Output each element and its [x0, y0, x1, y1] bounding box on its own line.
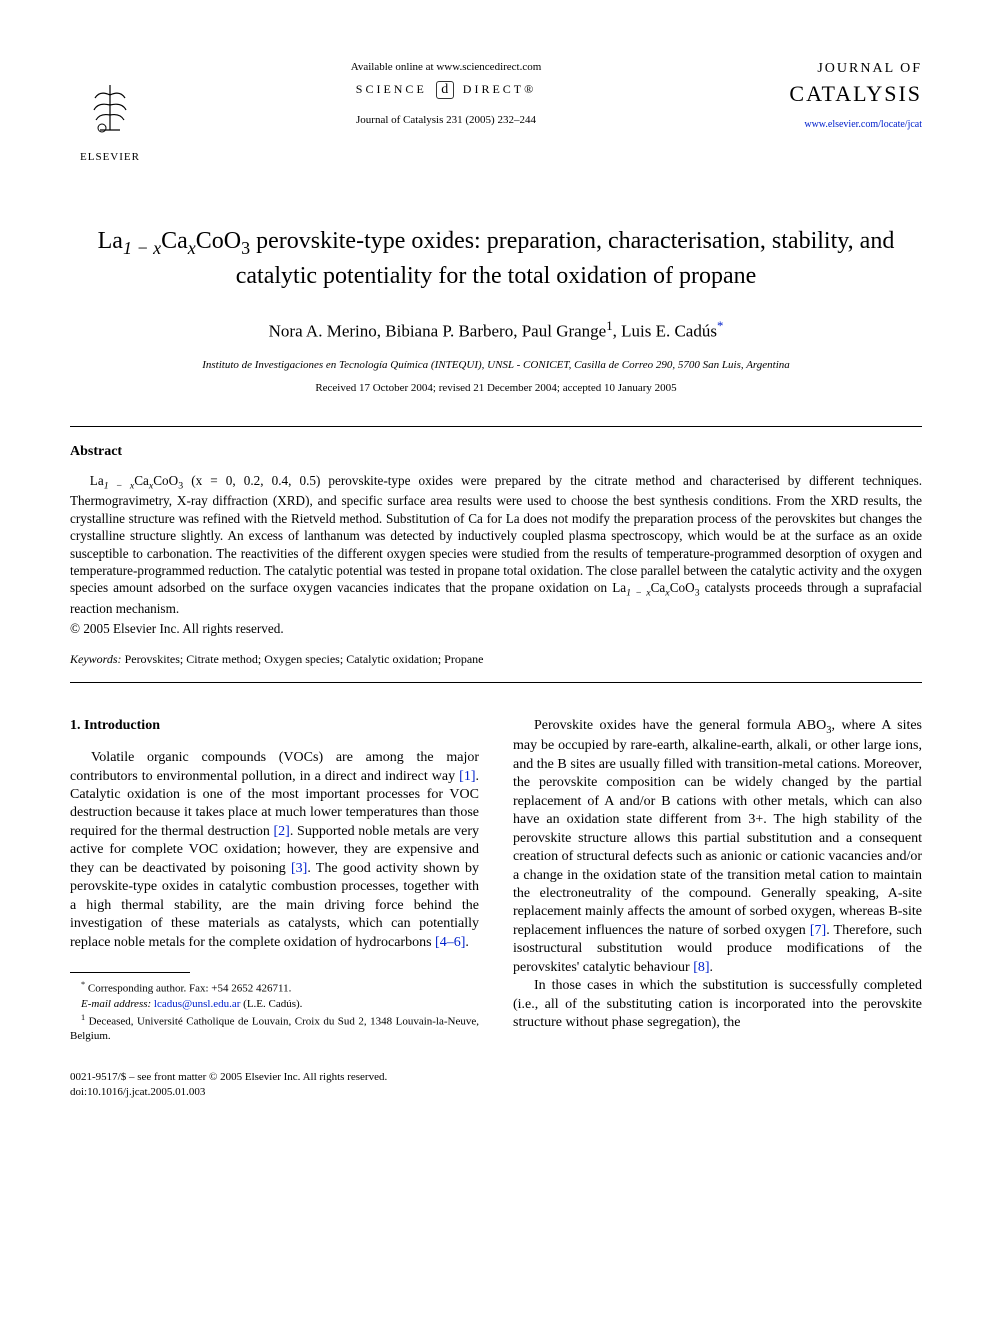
- body-text: .: [710, 960, 714, 975]
- author: Nora A. Merino: [269, 322, 377, 341]
- body-text: Perovskite oxides have the general formu…: [534, 718, 826, 733]
- body-paragraph: In those cases in which the substitution…: [513, 977, 922, 1032]
- abstract-text: CoO: [670, 580, 695, 595]
- abstract-body: La1 − xCaxCoO3 (x = 0, 0.2, 0.4, 0.5) pe…: [70, 472, 922, 618]
- left-column: 1. Introduction Volatile organic compoun…: [70, 717, 479, 1044]
- journal-name: CATALYSIS: [742, 79, 922, 109]
- abstract-sub: 1 − x: [104, 480, 135, 491]
- reference-link[interactable]: [8]: [693, 960, 709, 975]
- abstract-text: Ca: [134, 473, 149, 488]
- page-header: ELSEVIER Available online at www.science…: [70, 60, 922, 170]
- body-text: , where A sites may be occupied by rare-…: [513, 718, 922, 938]
- author: Bibiana P. Barbero: [385, 322, 513, 341]
- abstract-section: Abstract La1 − xCaxCoO3 (x = 0, 0.2, 0.4…: [70, 443, 922, 668]
- title-part: Ca: [161, 228, 188, 254]
- footnote-text: Corresponding author. Fax: +54 2652 4267…: [85, 983, 291, 995]
- reference-link[interactable]: [4–6]: [435, 935, 465, 950]
- sd-right: DIRECT®: [463, 82, 536, 96]
- body-text: Volatile organic compounds (VOCs) are am…: [70, 750, 479, 783]
- title-sub: 3: [241, 238, 250, 258]
- footnotes: * Corresponding author. Fax: +54 2652 42…: [70, 979, 479, 1044]
- article-title: La1 − xCaxCoO3 perovskite-type oxides: p…: [70, 225, 922, 292]
- abstract-text: Ca: [651, 580, 666, 595]
- sd-icon: d: [436, 81, 454, 99]
- abstract-heading: Abstract: [70, 443, 922, 462]
- affiliation: Instituto de Investigaciones en Tecnolog…: [70, 358, 922, 373]
- intro-heading: 1. Introduction: [70, 717, 479, 735]
- abstract-text: La: [90, 473, 104, 488]
- title-part: La: [98, 228, 123, 254]
- publisher-name: ELSEVIER: [70, 150, 150, 165]
- right-column: Perovskite oxides have the general formu…: [513, 717, 922, 1044]
- reference-link[interactable]: [7]: [810, 923, 826, 938]
- body-columns: 1. Introduction Volatile organic compoun…: [70, 717, 922, 1044]
- title-sub: x: [188, 238, 196, 258]
- keywords-line: Keywords: Perovskites; Citrate method; O…: [70, 651, 922, 667]
- authors-line: Nora A. Merino, Bibiana P. Barbero, Paul…: [70, 318, 922, 344]
- email-link[interactable]: lcadus@unsl.edu.ar: [151, 998, 240, 1010]
- author: Paul Grange: [522, 322, 607, 341]
- page-footer: 0021-9517/$ – see front matter © 2005 El…: [70, 1070, 922, 1100]
- journal-logo-block: JOURNAL OF CATALYSIS www.elsevier.com/lo…: [742, 60, 922, 133]
- author-sup: 1: [606, 319, 612, 333]
- journal-of-text: JOURNAL OF: [742, 60, 922, 79]
- divider: [70, 426, 922, 427]
- title-part: CoO: [196, 228, 241, 254]
- title-block: La1 − xCaxCoO3 perovskite-type oxides: p…: [70, 225, 922, 396]
- sd-left: SCIENCE: [356, 82, 427, 96]
- reference-link[interactable]: [3]: [291, 861, 307, 876]
- keywords-text: Perovskites; Citrate method; Oxygen spec…: [122, 652, 484, 666]
- elsevier-tree-icon: [70, 80, 150, 148]
- body-text: .: [465, 935, 469, 950]
- author: Luis E. Cadús: [621, 322, 717, 341]
- header-center: Available online at www.sciencedirect.co…: [150, 60, 742, 128]
- footnote-text: Deceased, Université Catholique de Louva…: [70, 1015, 479, 1042]
- corresponding-star[interactable]: *: [717, 319, 723, 333]
- reference-link[interactable]: [2]: [274, 824, 290, 839]
- deceased-footnote: 1 Deceased, Université Catholique de Lou…: [70, 1012, 479, 1044]
- divider: [70, 682, 922, 683]
- copyright-line: © 2005 Elsevier Inc. All rights reserved…: [70, 620, 922, 638]
- email-label: E-mail address:: [81, 998, 151, 1010]
- keywords-label: Keywords:: [70, 652, 122, 666]
- title-part: perovskite-type oxides: preparation, cha…: [236, 228, 895, 289]
- title-sub: 1 − x: [123, 238, 161, 258]
- reference-link[interactable]: [1]: [459, 769, 475, 784]
- publisher-logo: ELSEVIER: [70, 80, 150, 170]
- abstract-sub: 1 − x: [626, 588, 651, 599]
- footer-frontmatter: 0021-9517/$ – see front matter © 2005 El…: [70, 1070, 922, 1085]
- footnote-divider: [70, 972, 190, 973]
- science-direct-logo: SCIENCE d DIRECT®: [170, 81, 722, 99]
- abstract-text: CoO: [153, 473, 178, 488]
- journal-reference: Journal of Catalysis 231 (2005) 232–244: [170, 113, 722, 128]
- body-paragraph: Perovskite oxides have the general formu…: [513, 717, 922, 978]
- available-online-text: Available online at www.sciencedirect.co…: [170, 60, 722, 75]
- footer-doi: doi:10.1016/j.jcat.2005.01.003: [70, 1085, 922, 1100]
- abstract-text: (x = 0, 0.2, 0.4, 0.5) perovskite-type o…: [70, 473, 922, 596]
- intro-paragraph: Volatile organic compounds (VOCs) are am…: [70, 749, 479, 952]
- journal-url-link[interactable]: www.elsevier.com/locate/jcat: [804, 119, 922, 130]
- corresponding-footnote: * Corresponding author. Fax: +54 2652 42…: [70, 979, 479, 997]
- article-dates: Received 17 October 2004; revised 21 Dec…: [70, 381, 922, 396]
- email-footnote: E-mail address: lcadus@unsl.edu.ar (L.E.…: [70, 997, 479, 1012]
- footnote-text: (L.E. Cadús).: [240, 998, 302, 1010]
